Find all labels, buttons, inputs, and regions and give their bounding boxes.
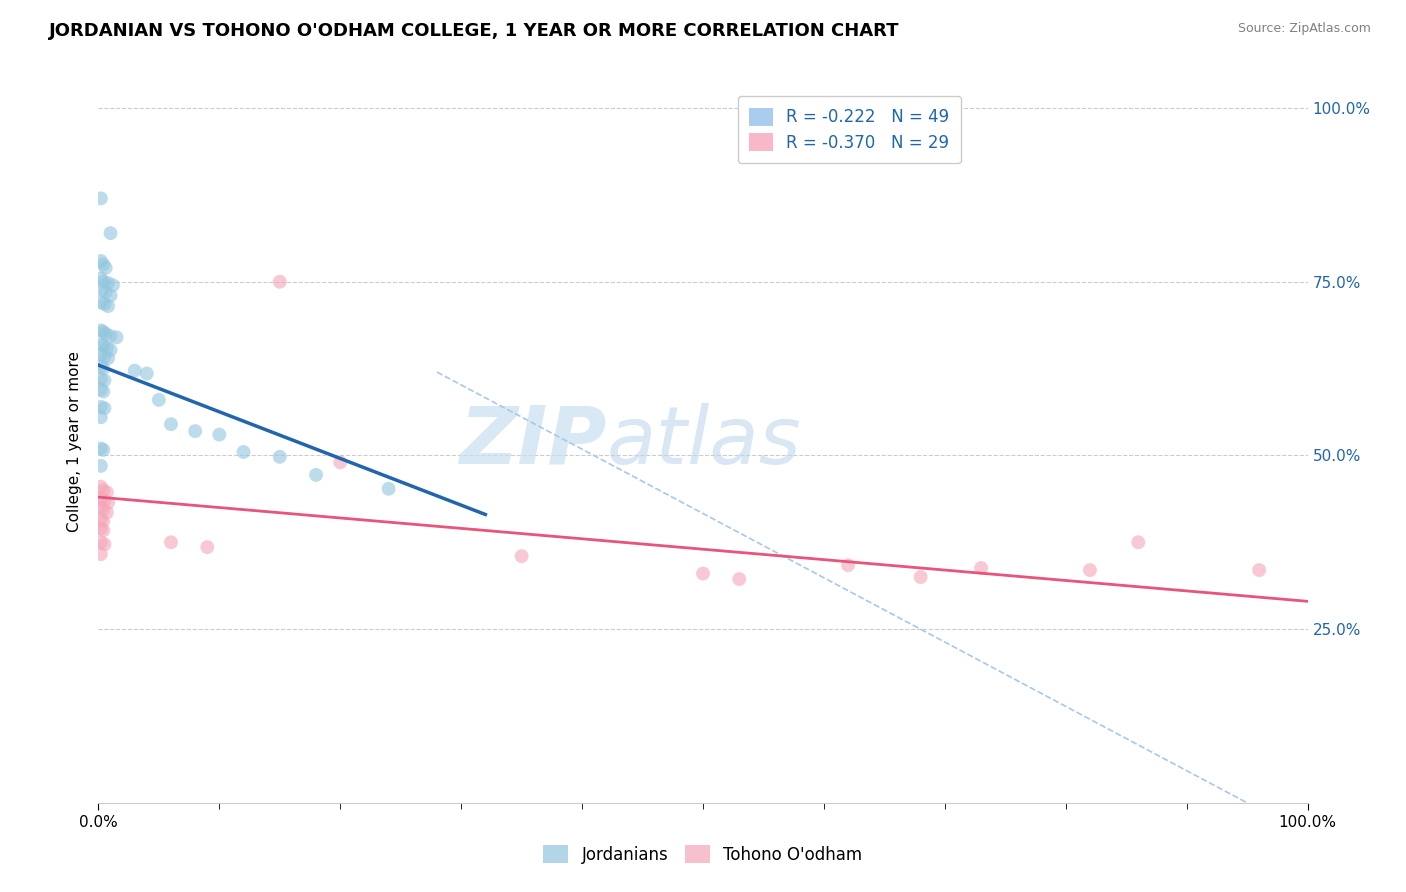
Point	[90, 512, 112, 526]
Point	[90, 323, 112, 337]
Point	[93, 350, 115, 364]
Point	[90, 500, 112, 515]
Point	[160, 535, 183, 549]
Point	[90, 491, 112, 506]
Point	[96, 341, 118, 355]
Point	[91, 483, 114, 498]
Point	[94, 326, 117, 341]
Point	[90, 191, 112, 205]
Point	[91, 502, 114, 516]
Point	[96, 485, 118, 500]
Point	[91, 339, 114, 353]
Point	[90, 271, 112, 285]
Point	[124, 364, 146, 378]
Point	[90, 410, 112, 425]
Point	[91, 257, 114, 271]
Point	[90, 253, 112, 268]
Point	[510, 549, 533, 564]
Point	[90, 458, 112, 473]
Point	[90, 337, 112, 351]
Point	[90, 372, 112, 386]
Point	[91, 524, 114, 538]
Point	[91, 361, 114, 376]
Point	[97, 351, 120, 366]
Point	[93, 537, 115, 551]
Point	[94, 260, 117, 275]
Text: JORDANIAN VS TOHONO O'ODHAM COLLEGE, 1 YEAR OR MORE CORRELATION CHART: JORDANIAN VS TOHONO O'ODHAM COLLEGE, 1 Y…	[49, 22, 900, 40]
Legend: R = -0.222   N = 49, R = -0.370   N = 29: R = -0.222 N = 49, R = -0.370 N = 29	[738, 95, 960, 163]
Point	[837, 558, 859, 573]
Point	[91, 515, 114, 529]
Point	[377, 482, 399, 496]
Point	[90, 480, 112, 494]
Point	[105, 330, 128, 344]
Point	[91, 384, 114, 399]
Text: atlas: atlas	[606, 402, 801, 481]
Legend: Jordanians, Tohono O'odham: Jordanians, Tohono O'odham	[537, 838, 869, 871]
Point	[90, 547, 112, 561]
Point	[91, 283, 114, 297]
Point	[90, 295, 112, 310]
Text: Source: ZipAtlas.com: Source: ZipAtlas.com	[1237, 22, 1371, 36]
Point	[910, 570, 932, 584]
Point	[97, 496, 120, 510]
Point	[1249, 563, 1271, 577]
Point	[692, 566, 714, 581]
Point	[90, 442, 112, 456]
Point	[90, 535, 112, 549]
Point	[90, 348, 112, 362]
Point	[100, 226, 122, 240]
Point	[329, 455, 352, 469]
Point	[970, 561, 993, 575]
Point	[90, 359, 112, 374]
Point	[148, 392, 170, 407]
Point	[208, 427, 231, 442]
Point	[305, 467, 328, 482]
Point	[91, 442, 114, 457]
Point	[101, 278, 124, 293]
Point	[1078, 563, 1101, 577]
Point	[100, 288, 122, 302]
Point	[135, 367, 157, 381]
Point	[90, 521, 112, 535]
Point	[232, 445, 254, 459]
Point	[91, 275, 114, 289]
Y-axis label: College, 1 year or more: College, 1 year or more	[67, 351, 83, 532]
Point	[100, 329, 122, 343]
Point	[269, 450, 291, 464]
Point	[184, 424, 207, 438]
Point	[96, 505, 118, 519]
Point	[97, 276, 120, 290]
Point	[97, 299, 120, 313]
Text: ZIP: ZIP	[458, 402, 606, 481]
Point	[93, 401, 115, 416]
Point	[93, 373, 115, 387]
Point	[94, 285, 117, 300]
Point	[93, 493, 115, 508]
Point	[100, 343, 122, 357]
Point	[269, 275, 291, 289]
Point	[93, 297, 115, 311]
Point	[90, 400, 112, 414]
Point	[195, 540, 218, 554]
Point	[160, 417, 183, 432]
Point	[90, 383, 112, 397]
Point	[91, 325, 114, 339]
Point	[1128, 535, 1150, 549]
Point	[728, 572, 751, 586]
